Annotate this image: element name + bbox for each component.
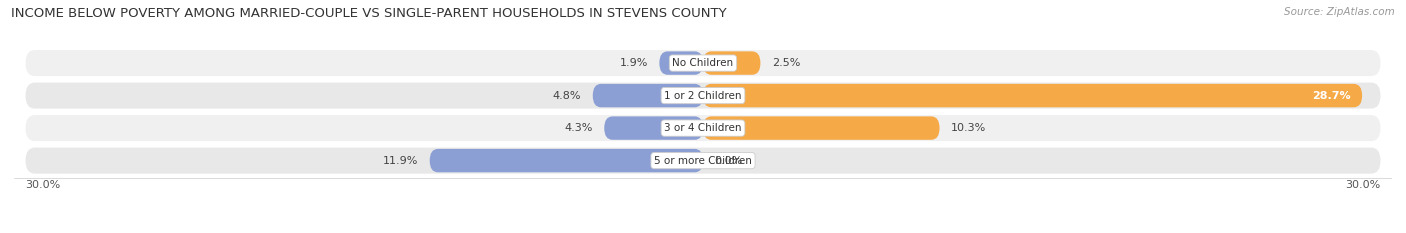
FancyBboxPatch shape bbox=[25, 82, 1381, 109]
FancyBboxPatch shape bbox=[659, 51, 703, 75]
Text: 1.9%: 1.9% bbox=[620, 58, 648, 68]
Text: 28.7%: 28.7% bbox=[1312, 91, 1351, 101]
FancyBboxPatch shape bbox=[430, 149, 703, 172]
FancyBboxPatch shape bbox=[605, 116, 703, 140]
Text: 5 or more Children: 5 or more Children bbox=[654, 156, 752, 166]
Text: No Children: No Children bbox=[672, 58, 734, 68]
Text: 2.5%: 2.5% bbox=[772, 58, 800, 68]
Text: 11.9%: 11.9% bbox=[382, 156, 418, 166]
Text: 0.0%: 0.0% bbox=[714, 156, 742, 166]
Text: 4.8%: 4.8% bbox=[553, 91, 581, 101]
FancyBboxPatch shape bbox=[25, 50, 1381, 76]
FancyBboxPatch shape bbox=[703, 84, 1362, 107]
FancyBboxPatch shape bbox=[703, 116, 939, 140]
Text: INCOME BELOW POVERTY AMONG MARRIED-COUPLE VS SINGLE-PARENT HOUSEHOLDS IN STEVENS: INCOME BELOW POVERTY AMONG MARRIED-COUPL… bbox=[11, 7, 727, 20]
Text: Source: ZipAtlas.com: Source: ZipAtlas.com bbox=[1284, 7, 1395, 17]
Text: 4.3%: 4.3% bbox=[564, 123, 593, 133]
FancyBboxPatch shape bbox=[703, 51, 761, 75]
Text: 1 or 2 Children: 1 or 2 Children bbox=[664, 91, 742, 101]
FancyBboxPatch shape bbox=[25, 147, 1381, 174]
FancyBboxPatch shape bbox=[25, 115, 1381, 141]
Text: 30.0%: 30.0% bbox=[1346, 180, 1381, 190]
Text: 30.0%: 30.0% bbox=[25, 180, 60, 190]
Text: 3 or 4 Children: 3 or 4 Children bbox=[664, 123, 742, 133]
Text: 10.3%: 10.3% bbox=[950, 123, 986, 133]
FancyBboxPatch shape bbox=[593, 84, 703, 107]
